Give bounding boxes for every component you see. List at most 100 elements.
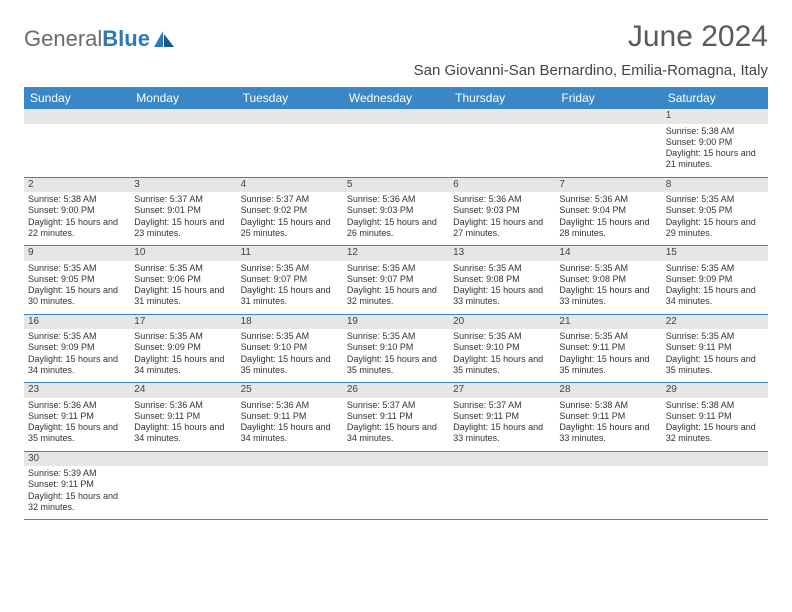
day-cell: Sunrise: 5:35 AMSunset: 9:11 PMDaylight:… [555, 329, 661, 383]
day-cell: Sunrise: 5:37 AMSunset: 9:11 PMDaylight:… [449, 398, 555, 452]
weekday-thu: Thursday [449, 87, 555, 109]
sunset-line: Sunset: 9:08 PM [453, 274, 551, 285]
sunset-line: Sunset: 9:11 PM [453, 411, 551, 422]
weekday-header-row: Sunday Monday Tuesday Wednesday Thursday… [24, 87, 768, 109]
day-cell: Sunrise: 5:36 AMSunset: 9:11 PMDaylight:… [130, 398, 236, 452]
day-cell [449, 124, 555, 178]
day-cell: Sunrise: 5:35 AMSunset: 9:07 PMDaylight:… [343, 261, 449, 315]
daynum-cell: 25 [237, 383, 343, 398]
day-cell: Sunrise: 5:35 AMSunset: 9:10 PMDaylight:… [343, 329, 449, 383]
daynum-cell: 10 [130, 246, 236, 261]
sunrise-line: Sunrise: 5:39 AM [28, 468, 126, 479]
daylight-line: Daylight: 15 hours and 33 minutes. [453, 285, 551, 308]
sunrise-line: Sunrise: 5:37 AM [453, 400, 551, 411]
logo-text-2: Blue [102, 26, 150, 51]
daynum-cell: 28 [555, 383, 661, 398]
daylight-line: Daylight: 15 hours and 23 minutes. [134, 217, 232, 240]
daynum-row: 23242526272829 [24, 383, 768, 398]
sunrise-line: Sunrise: 5:38 AM [666, 400, 764, 411]
daynum-row: 9101112131415 [24, 246, 768, 261]
day-cell: Sunrise: 5:35 AMSunset: 9:07 PMDaylight:… [237, 261, 343, 315]
daynum-row: 16171819202122 [24, 314, 768, 329]
daynum-cell [343, 109, 449, 124]
daynum-cell [343, 451, 449, 466]
sunrise-line: Sunrise: 5:37 AM [241, 194, 339, 205]
day-cell: Sunrise: 5:37 AMSunset: 9:02 PMDaylight:… [237, 192, 343, 246]
daynum-cell [662, 451, 768, 466]
daynum-cell: 6 [449, 177, 555, 192]
daynum-cell: 4 [237, 177, 343, 192]
sunrise-line: Sunrise: 5:35 AM [453, 331, 551, 342]
daylight-line: Daylight: 15 hours and 33 minutes. [559, 422, 657, 445]
sunset-line: Sunset: 9:01 PM [134, 205, 232, 216]
daynum-cell: 18 [237, 314, 343, 329]
sunset-line: Sunset: 9:05 PM [28, 274, 126, 285]
sunrise-line: Sunrise: 5:36 AM [559, 194, 657, 205]
daynum-cell [555, 451, 661, 466]
sunset-line: Sunset: 9:11 PM [559, 411, 657, 422]
daynum-cell: 17 [130, 314, 236, 329]
day-cell: Sunrise: 5:35 AMSunset: 9:10 PMDaylight:… [237, 329, 343, 383]
sunrise-line: Sunrise: 5:35 AM [666, 194, 764, 205]
daynum-cell: 14 [555, 246, 661, 261]
sunrise-line: Sunrise: 5:35 AM [134, 263, 232, 274]
day-cell [343, 466, 449, 520]
daylight-line: Daylight: 15 hours and 35 minutes. [666, 354, 764, 377]
day-cell: Sunrise: 5:37 AMSunset: 9:01 PMDaylight:… [130, 192, 236, 246]
day-cell: Sunrise: 5:36 AMSunset: 9:11 PMDaylight:… [24, 398, 130, 452]
day-cell: Sunrise: 5:35 AMSunset: 9:05 PMDaylight:… [24, 261, 130, 315]
daylight-line: Daylight: 15 hours and 28 minutes. [559, 217, 657, 240]
day-cell: Sunrise: 5:38 AMSunset: 9:11 PMDaylight:… [555, 398, 661, 452]
daylight-line: Daylight: 15 hours and 33 minutes. [559, 285, 657, 308]
sunrise-line: Sunrise: 5:35 AM [134, 331, 232, 342]
daynum-cell: 3 [130, 177, 236, 192]
sunrise-line: Sunrise: 5:36 AM [241, 400, 339, 411]
daynum-cell [237, 109, 343, 124]
day-cell [130, 466, 236, 520]
day-cell [343, 124, 449, 178]
sunrise-line: Sunrise: 5:35 AM [28, 263, 126, 274]
day-cell [555, 124, 661, 178]
sunset-line: Sunset: 9:11 PM [28, 479, 126, 490]
day-cell [237, 124, 343, 178]
daylight-line: Daylight: 15 hours and 34 minutes. [241, 422, 339, 445]
daynum-cell: 8 [662, 177, 768, 192]
sunset-line: Sunset: 9:10 PM [453, 342, 551, 353]
data-row: Sunrise: 5:38 AMSunset: 9:00 PMDaylight:… [24, 124, 768, 178]
daylight-line: Daylight: 15 hours and 26 minutes. [347, 217, 445, 240]
daynum-cell: 15 [662, 246, 768, 261]
sunset-line: Sunset: 9:03 PM [453, 205, 551, 216]
daynum-cell [449, 109, 555, 124]
location: San Giovanni-San Bernardino, Emilia-Roma… [414, 62, 768, 79]
sunset-line: Sunset: 9:11 PM [666, 411, 764, 422]
daynum-cell [130, 451, 236, 466]
daylight-line: Daylight: 15 hours and 31 minutes. [241, 285, 339, 308]
daynum-cell: 22 [662, 314, 768, 329]
data-row: Sunrise: 5:39 AMSunset: 9:11 PMDaylight:… [24, 466, 768, 520]
daylight-line: Daylight: 15 hours and 34 minutes. [134, 354, 232, 377]
daynum-cell: 12 [343, 246, 449, 261]
sunset-line: Sunset: 9:11 PM [347, 411, 445, 422]
daynum-cell: 26 [343, 383, 449, 398]
day-cell: Sunrise: 5:35 AMSunset: 9:11 PMDaylight:… [662, 329, 768, 383]
daynum-cell [24, 109, 130, 124]
sunset-line: Sunset: 9:07 PM [241, 274, 339, 285]
sunset-line: Sunset: 9:10 PM [347, 342, 445, 353]
daylight-line: Daylight: 15 hours and 32 minutes. [347, 285, 445, 308]
sunset-line: Sunset: 9:11 PM [28, 411, 126, 422]
daylight-line: Daylight: 15 hours and 22 minutes. [28, 217, 126, 240]
day-cell: Sunrise: 5:35 AMSunset: 9:08 PMDaylight:… [555, 261, 661, 315]
sunrise-line: Sunrise: 5:38 AM [666, 126, 764, 137]
sunrise-line: Sunrise: 5:35 AM [666, 331, 764, 342]
daynum-cell: 13 [449, 246, 555, 261]
sunrise-line: Sunrise: 5:38 AM [559, 400, 657, 411]
day-cell [237, 466, 343, 520]
day-cell: Sunrise: 5:38 AMSunset: 9:00 PMDaylight:… [662, 124, 768, 178]
weekday-fri: Friday [555, 87, 661, 109]
daynum-cell [449, 451, 555, 466]
sunrise-line: Sunrise: 5:35 AM [559, 331, 657, 342]
day-cell: Sunrise: 5:35 AMSunset: 9:09 PMDaylight:… [662, 261, 768, 315]
daynum-cell: 24 [130, 383, 236, 398]
daynum-cell: 2 [24, 177, 130, 192]
day-cell [555, 466, 661, 520]
